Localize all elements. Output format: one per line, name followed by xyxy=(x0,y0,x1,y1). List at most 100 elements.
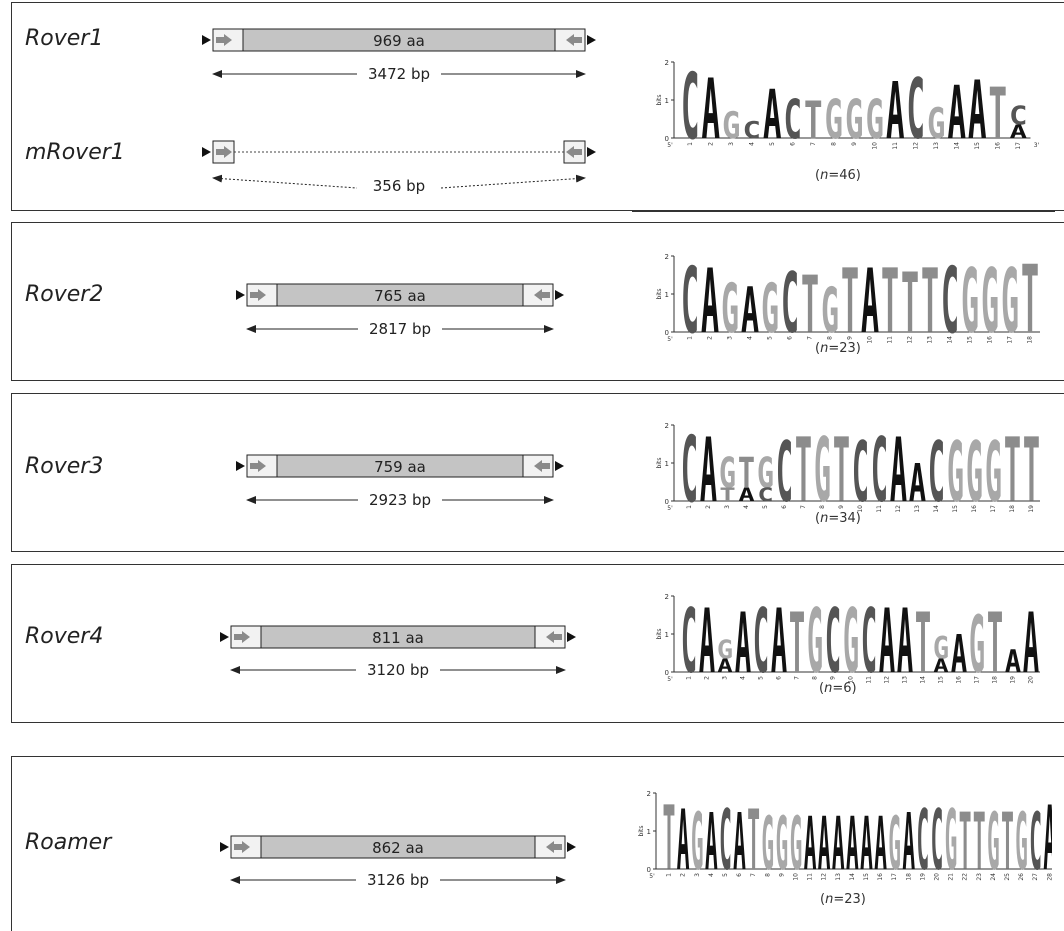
logo-position-tick: 6 xyxy=(781,505,788,509)
logo-letter-G: G xyxy=(947,423,964,517)
logo-position-tick: 8 xyxy=(764,873,771,877)
logo-letter-G: G xyxy=(966,423,983,517)
svg-text:A: A xyxy=(951,624,967,684)
svg-text:G: G xyxy=(722,104,741,146)
svg-text:G: G xyxy=(966,423,983,517)
logo-letter-C: C xyxy=(941,248,959,348)
logo-position-tick: 9 xyxy=(830,676,837,680)
svg-text:G: G xyxy=(717,635,733,665)
element-schematics: 969 aa 3472 bp 356 bp 765 aa 2817 bp 759 aa 29… xyxy=(202,28,596,889)
logo-position-tick: 14 xyxy=(953,142,960,150)
logo-letter-T: T xyxy=(987,595,1003,688)
logo-letter-G: G xyxy=(691,798,704,885)
svg-text:T: T xyxy=(789,595,805,688)
logo-letter-A: A xyxy=(832,801,845,885)
logo-letter-G: G xyxy=(981,250,999,348)
panel-rover1-logo-divider xyxy=(632,210,1055,212)
logo-letter-C: C xyxy=(1029,798,1042,885)
svg-text:G: G xyxy=(845,89,864,152)
logo-letter-alt-C: C xyxy=(757,485,773,506)
logo-position-tick: 9 xyxy=(847,336,854,340)
logo-letter-T: T xyxy=(801,259,819,348)
logo-position-tick: 12 xyxy=(821,873,828,881)
logo-y-tick-label: 0 xyxy=(665,498,669,506)
logo-letter-A: A xyxy=(701,250,719,348)
logo-position-tick: 7 xyxy=(750,873,757,877)
logo-letter-A: A xyxy=(735,595,751,688)
svg-text:C: C xyxy=(871,419,888,517)
schematic-mrover1: 356 bp xyxy=(202,140,596,195)
svg-text:T: T xyxy=(801,259,819,348)
logo-position-tick: 5 xyxy=(769,142,776,146)
logo-letter-C: C xyxy=(852,423,869,517)
logo-position-tick: 20 xyxy=(933,873,940,881)
logo-letter-T: T xyxy=(1001,798,1014,885)
bp-length-label: 3120 bp xyxy=(367,661,429,679)
logo-position-tick: 4 xyxy=(740,676,747,680)
left-terminus-marker xyxy=(220,842,229,852)
logo-letter-G: G xyxy=(1001,250,1019,348)
logo-letter-T: T xyxy=(915,595,931,688)
logo-position-tick: 10 xyxy=(848,676,855,684)
bp-length-label: 3126 bp xyxy=(367,871,429,889)
logo-letter-T: T xyxy=(663,788,676,885)
protein-length-label: 811 aa xyxy=(372,629,424,647)
svg-text:C: C xyxy=(753,591,769,688)
logo-position-tick: 13 xyxy=(914,505,921,513)
logo-letter-A: A xyxy=(897,591,913,688)
protein-length-label: 765 aa xyxy=(374,287,426,305)
svg-text:G: G xyxy=(790,801,803,885)
logo-y-tick-label: 2 xyxy=(665,422,669,430)
logo-letter-A: A xyxy=(741,275,759,348)
logo-letter-A: A xyxy=(909,453,926,514)
right-tir-arrow xyxy=(534,289,550,301)
svg-text:T: T xyxy=(804,91,823,152)
svg-text:C: C xyxy=(931,794,944,885)
logo-letter-C: C xyxy=(928,423,945,517)
logo-letter-T: T xyxy=(789,595,805,688)
logo-position-tick: 1 xyxy=(686,676,693,680)
svg-text:C: C xyxy=(861,591,877,688)
svg-text:A: A xyxy=(1023,595,1039,688)
logo-position-tick: 6 xyxy=(776,676,783,680)
logo-position-tick: 3 xyxy=(694,873,701,877)
logo-letter-A: A xyxy=(771,591,787,688)
svg-text:C: C xyxy=(1009,101,1028,131)
logo-position-tick: 5 xyxy=(762,505,769,509)
bp-length-label: 2817 bp xyxy=(369,320,431,338)
logo-letter-T: T xyxy=(1023,419,1040,517)
left-terminus-marker xyxy=(220,632,229,642)
logo-position-tick: 18 xyxy=(1009,505,1016,513)
logo-letter-A: A xyxy=(874,801,887,885)
logo-position-tick: 25 xyxy=(1004,873,1011,881)
logo-5prime-label: 5' xyxy=(667,142,673,149)
logo-position-tick: 1 xyxy=(687,336,694,340)
svg-text:A: A xyxy=(890,419,907,517)
svg-text:A: A xyxy=(701,250,719,348)
logo-letter-C: C xyxy=(753,591,769,688)
logo-position-tick: 26 xyxy=(1018,873,1025,881)
logo-letter-C: C xyxy=(781,255,799,348)
logo-y-tick-label: 1 xyxy=(665,631,669,639)
svg-text:T: T xyxy=(959,798,972,885)
left-tir-arrow xyxy=(234,631,250,643)
logo-position-tick: 1 xyxy=(687,142,694,146)
logo-count-roamer: (n=23) xyxy=(820,892,866,907)
svg-text:T: T xyxy=(881,250,899,348)
logo-letter-alt-A: A xyxy=(717,656,733,677)
logo-letter-G: G xyxy=(961,250,979,348)
bp-length-label: 2923 bp xyxy=(369,491,431,509)
svg-text:A: A xyxy=(947,72,966,157)
logo-letter-T: T xyxy=(901,255,919,348)
logo-position-tick: 13 xyxy=(933,142,940,150)
logo-position-tick: 17 xyxy=(1015,142,1022,150)
svg-text:T: T xyxy=(1023,419,1040,517)
svg-text:C: C xyxy=(781,255,799,348)
element-name-rover4: Rover4 xyxy=(25,624,104,649)
logo-position-tick: 19 xyxy=(1010,676,1017,684)
logo-letter-G: G xyxy=(843,591,859,688)
left-tir-arrow xyxy=(216,146,232,158)
logo-position-tick: 15 xyxy=(967,336,974,344)
logo-letter-A: A xyxy=(846,801,859,885)
